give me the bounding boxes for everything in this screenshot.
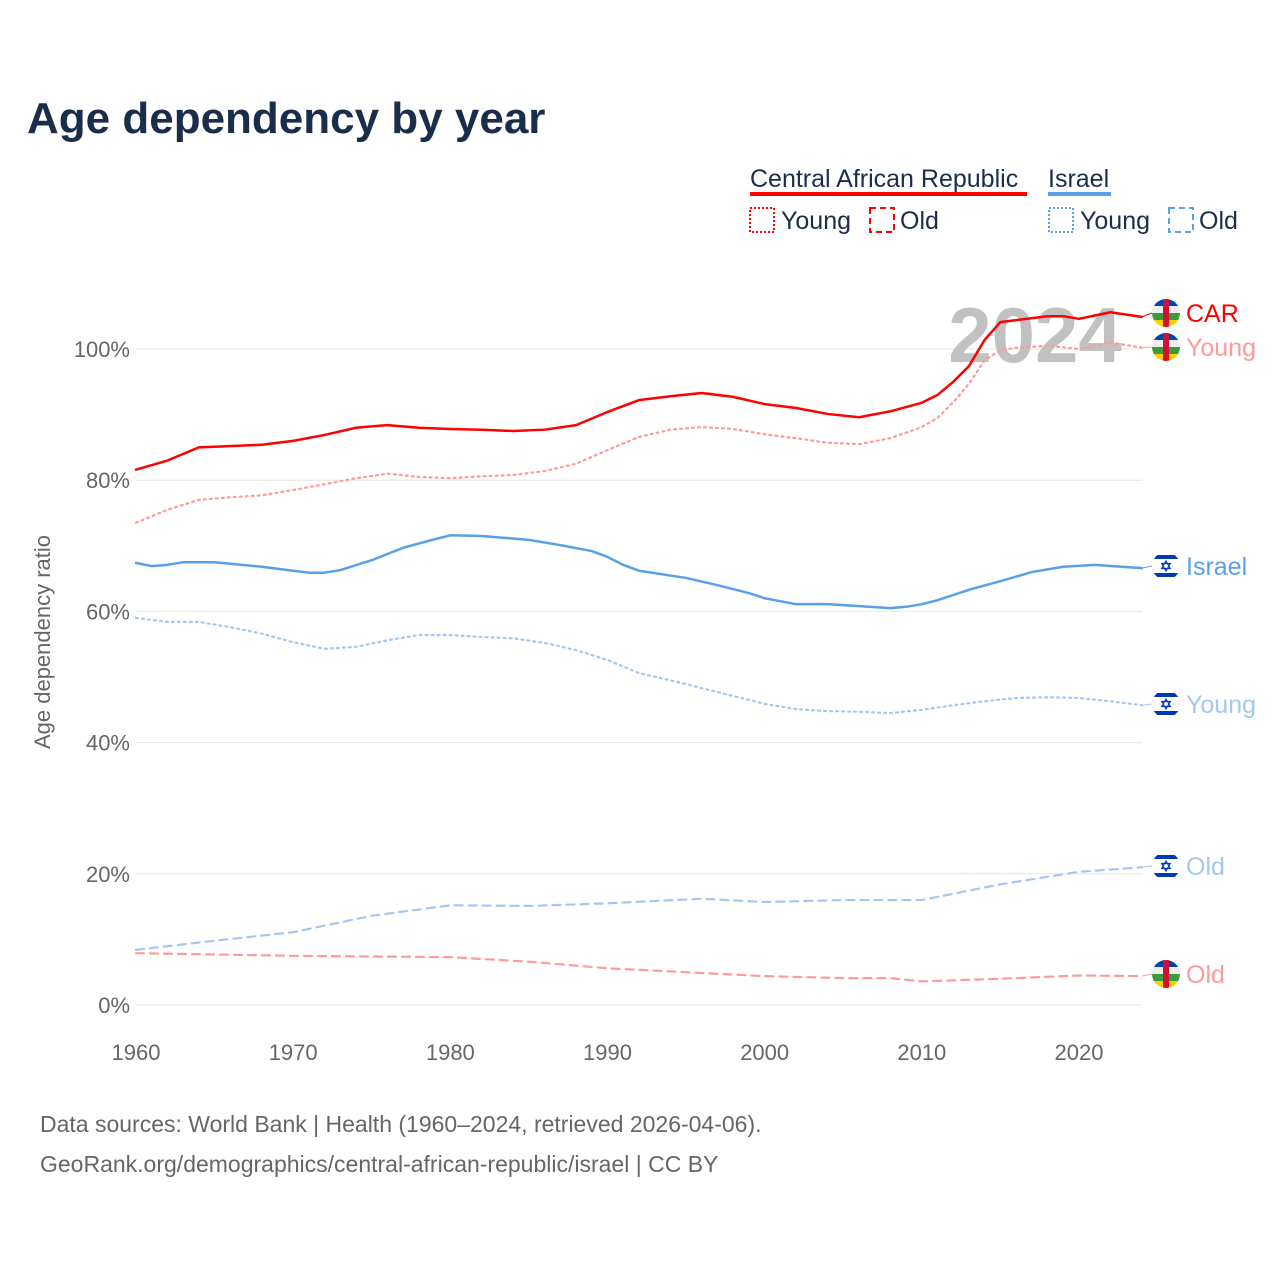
flag-body (1152, 852, 1180, 880)
y-tick-label: 0% (98, 993, 130, 1018)
flag-stripe (1152, 873, 1180, 877)
legend-israel-young-swatch (1048, 207, 1074, 233)
series-line-central-african-republic (134, 311, 1144, 471)
y-tick-label: 100% (74, 337, 130, 362)
series-line-israel (134, 534, 1144, 610)
y-tick-label: 60% (86, 599, 130, 624)
flag-body (1152, 690, 1180, 718)
legend-israel-old: Old (1199, 207, 1238, 235)
car-flag-icon (1152, 299, 1180, 327)
end-label: Old (1186, 853, 1225, 881)
flag-stripe (1152, 693, 1180, 697)
flag-body (1152, 552, 1180, 580)
end-connector (1141, 565, 1153, 569)
flag-body (1152, 299, 1180, 327)
y-axis-label: Age dependency ratio (30, 535, 55, 749)
y-tick-label: 80% (86, 468, 130, 493)
series-line-israel-young (134, 616, 1143, 715)
legend-israel-line (1048, 192, 1111, 196)
legend-israel: Israel (1048, 165, 1109, 193)
star-of-david-icon (1160, 559, 1172, 573)
source-line-1: Data sources: World Bank | Health (1960–… (40, 1111, 762, 1137)
end-label: Old (1186, 961, 1225, 989)
chart-title: Age dependency by year (27, 94, 545, 143)
flag-stripe (1152, 573, 1180, 577)
series-line-central-african-republic-old (134, 952, 1143, 983)
star-of-david-icon (1160, 859, 1172, 873)
flag-stripe (1152, 555, 1180, 559)
end-label: Young (1186, 334, 1256, 362)
flag-stripe (1152, 855, 1180, 859)
legend-car-line (750, 192, 1027, 196)
source-line-2: GeoRank.org/demographics/central-african… (40, 1151, 718, 1177)
car-flag-icon (1152, 960, 1180, 988)
legend: Central African Republic Young Old Israe… (749, 165, 1238, 235)
y-tick-label: 20% (86, 862, 130, 887)
end-connector (1141, 703, 1153, 706)
israel-flag-icon (1152, 852, 1180, 880)
legend-israel-young: Young (1080, 207, 1150, 235)
series-line-central-african-republic-young (134, 341, 1143, 524)
x-tick-label: 1960 (112, 1040, 161, 1065)
flag-stripe (1163, 960, 1169, 988)
x-tick-label: 1990 (583, 1040, 632, 1065)
end-connector (1141, 312, 1153, 318)
legend-israel-old-swatch (1168, 207, 1194, 233)
legend-car-old-swatch (869, 207, 895, 233)
legend-car: Central African Republic (750, 165, 1018, 193)
end-connector (1141, 973, 1153, 977)
x-tick-label: 1970 (269, 1040, 318, 1065)
end-connector (1141, 865, 1153, 868)
star-of-david-icon (1160, 697, 1172, 711)
legend-car-young: Young (781, 207, 851, 235)
y-tick-label: 40% (86, 731, 130, 756)
flag-body (1152, 960, 1180, 988)
flag-stripe (1163, 333, 1169, 361)
series-line-israel-old (134, 866, 1143, 951)
end-label: Israel (1186, 553, 1247, 581)
x-tick-label: 2000 (740, 1040, 789, 1065)
year-watermark: 2024 (948, 291, 1122, 379)
flag-stripe (1152, 711, 1180, 715)
end-label: CAR (1186, 300, 1239, 328)
flag-body (1152, 333, 1180, 361)
end-label: Young (1186, 691, 1256, 719)
x-tick-label: 2020 (1055, 1040, 1104, 1065)
israel-flag-icon (1152, 690, 1180, 718)
flag-stripe (1163, 299, 1169, 327)
end-connector (1141, 346, 1153, 349)
x-tick-label: 2010 (897, 1040, 946, 1065)
legend-car-young-swatch (749, 207, 775, 233)
israel-flag-icon (1152, 552, 1180, 580)
car-flag-icon (1152, 333, 1180, 361)
x-tick-label: 1980 (426, 1040, 475, 1065)
legend-car-old: Old (900, 207, 939, 235)
